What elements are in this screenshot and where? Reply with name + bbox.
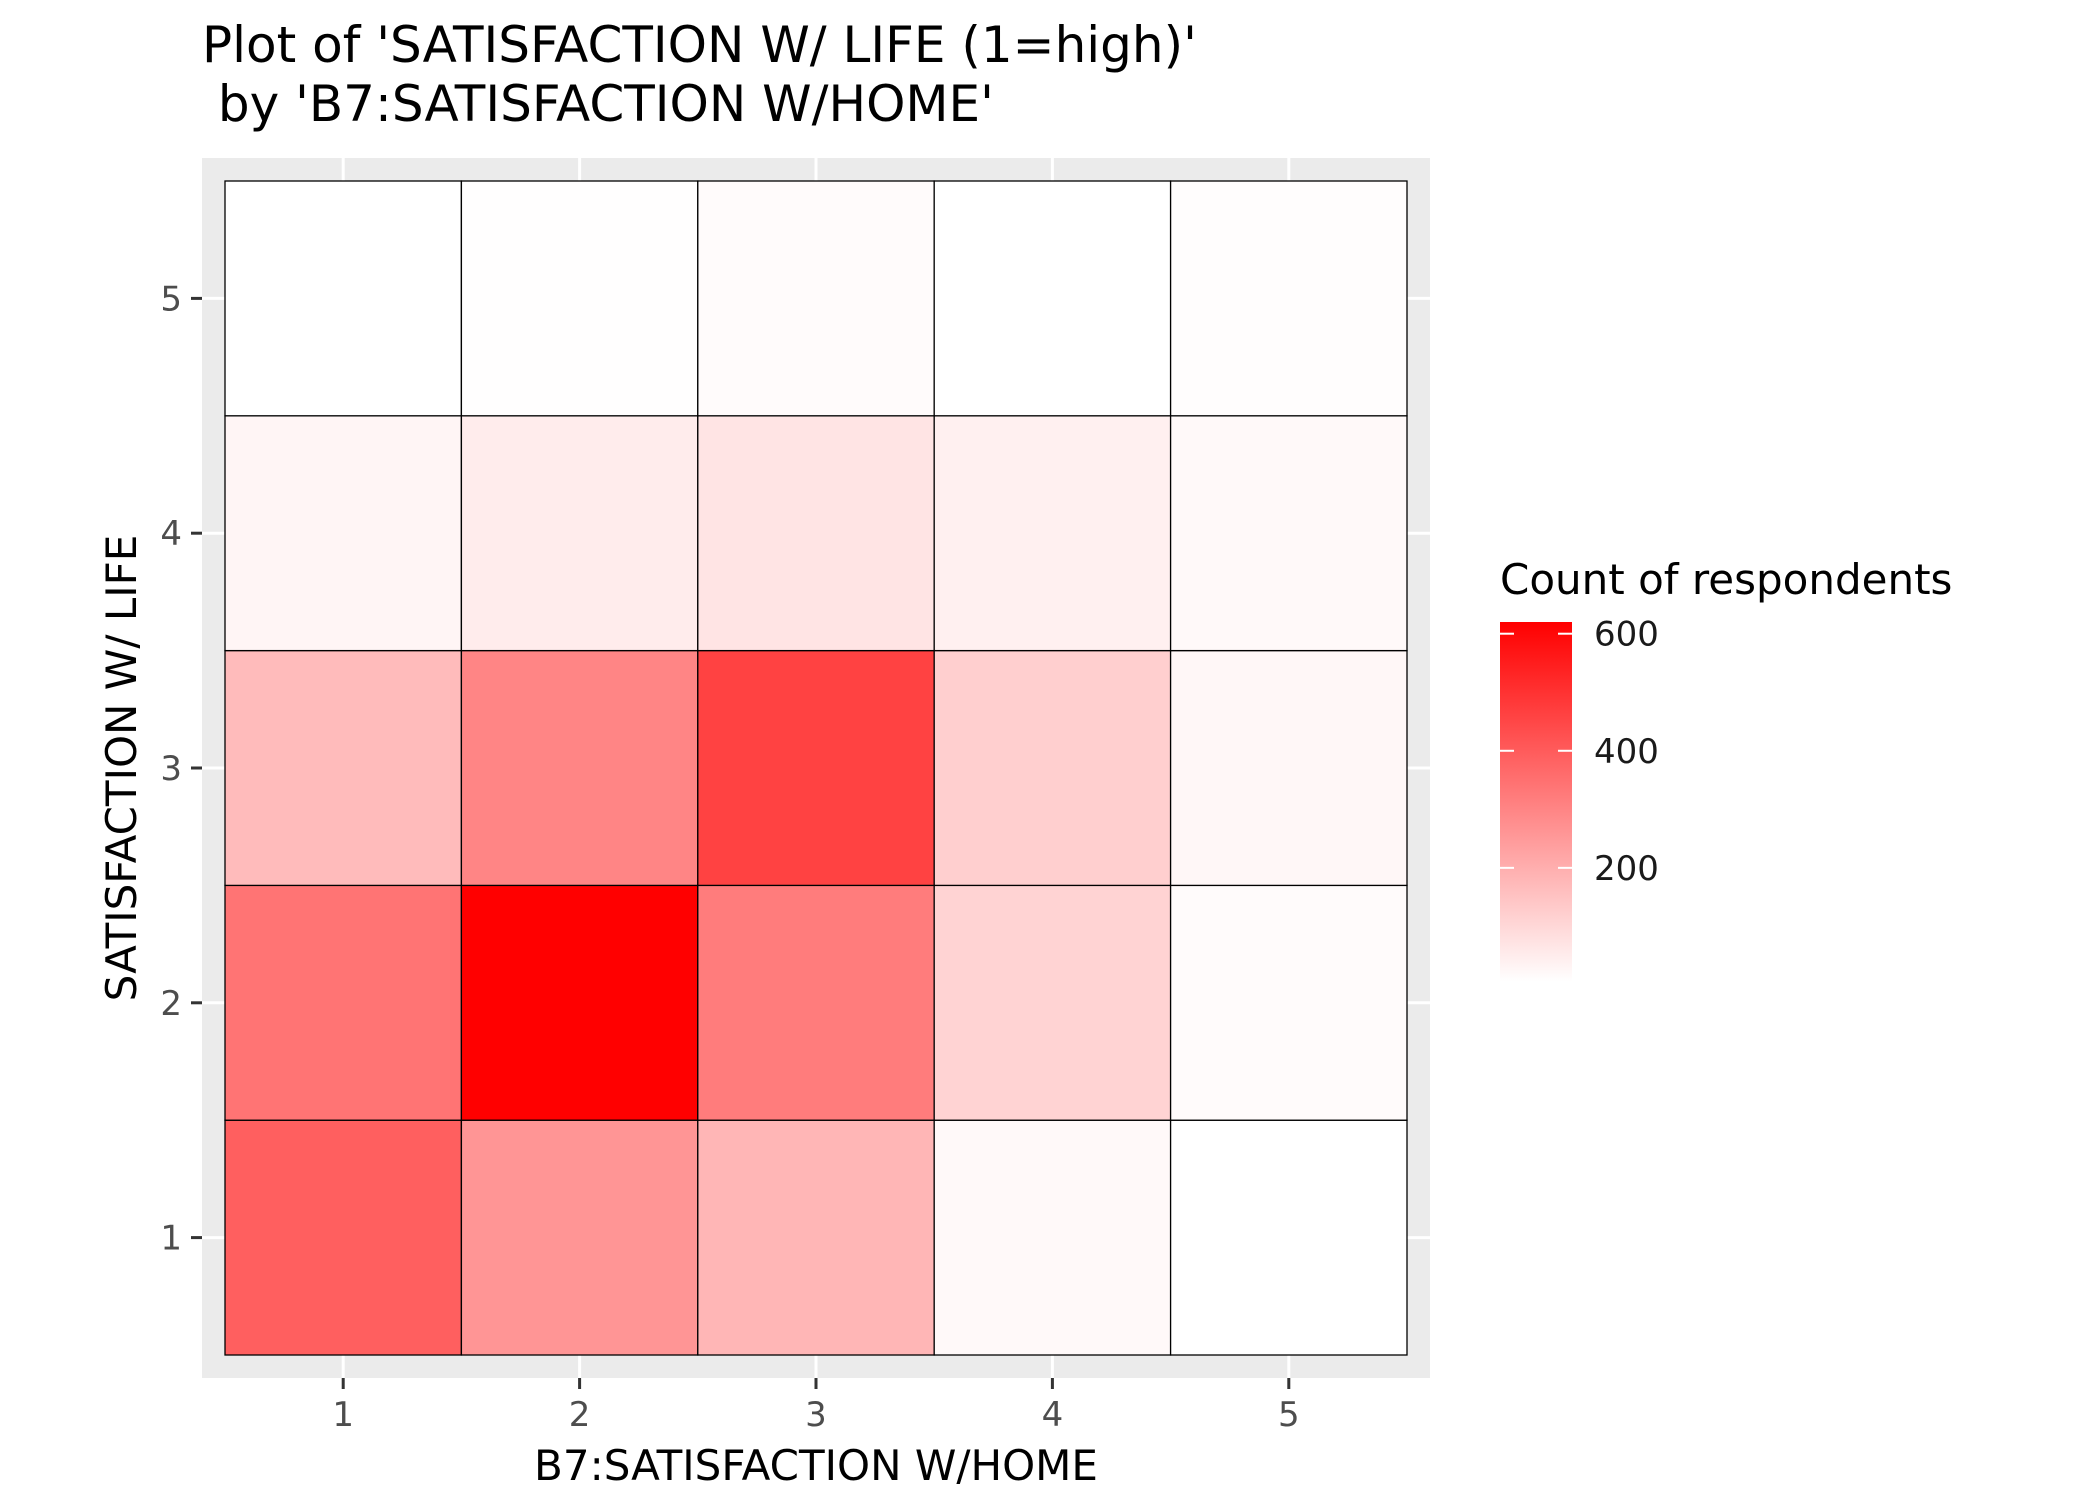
heatmap-cell-x1-y5 [224,180,463,417]
x-tick-label: 2 [569,1395,591,1435]
x-tick-label: 3 [805,1395,827,1435]
heatmap-cell-x2-y2 [460,884,699,1121]
heatmap-cell-x5-y2 [1169,884,1408,1121]
heatmap-cell-x5-y4 [1169,415,1408,652]
legend-tick-label: 400 [1594,732,1659,772]
heatmap-cell-x4-y2 [933,884,1172,1121]
y-tick-label: 5 [160,279,182,319]
heatmap-cell-x5-y3 [1169,649,1408,887]
heatmap-cell-x2-y4 [460,415,699,652]
y-tick-label: 1 [160,1219,182,1259]
heatmap-cell-x4-y3 [933,649,1172,887]
chart-title-line1: Plot of 'SATISFACTION W/ LIFE (1=high)' [202,16,1197,74]
heatmap-cell-x4-y4 [933,415,1172,652]
chart-title-line2: by 'B7:SATISFACTION W/HOME' [202,75,994,133]
legend-tick-label: 200 [1594,849,1659,889]
heatmap-cell-x3-y5 [697,180,935,417]
y-tick-label: 3 [160,749,182,789]
heatmap-cell-x4-y5 [933,180,1172,417]
legend-ticks: 200 400 600 [1500,615,1659,889]
heatmap-cell-x3-y3 [697,649,935,887]
heatmap-cell-x3-y2 [697,884,935,1121]
heatmap-cell-x5-y5 [1169,180,1408,417]
y-tick-label: 4 [160,514,182,554]
heatmap-cell-x1-y1 [224,1119,463,1356]
heatmap-cell-x5-y1 [1169,1119,1408,1356]
heatmap-cell-x1-y3 [224,649,463,887]
y-axis-title: SATISFACTION W/ LIFE [97,535,146,1002]
legend-tick-label: 600 [1594,615,1659,655]
legend-colorbar [1500,622,1572,982]
x-axis-ticks: 1 2 3 4 5 [332,1378,1300,1435]
heatmap-cell-x3-y4 [697,415,935,652]
y-axis-ticks: 1 2 3 4 5 [160,279,202,1259]
x-tick-label: 4 [1042,1395,1064,1435]
heatmap-cell-x3-y1 [697,1119,935,1356]
x-tick-label: 1 [332,1395,354,1435]
heatmap-cell-x1-y4 [224,415,463,652]
x-tick-label: 5 [1278,1395,1300,1435]
heatmap-cell-x1-y2 [224,884,463,1121]
heatmap-cells [224,180,1408,1356]
heatmap-cell-x4-y1 [933,1119,1172,1356]
x-axis-title: B7:SATISFACTION W/HOME [534,1441,1098,1490]
y-tick-label: 2 [160,984,182,1024]
heatmap-cell-x2-y3 [460,649,699,887]
heatmap-cell-x2-y5 [460,180,699,417]
legend-title: Count of respondents [1500,555,1952,604]
heatmap-cell-x2-y1 [460,1119,699,1356]
